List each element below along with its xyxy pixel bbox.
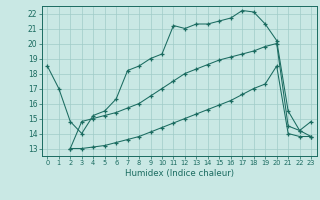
X-axis label: Humidex (Indice chaleur): Humidex (Indice chaleur) (125, 169, 234, 178)
